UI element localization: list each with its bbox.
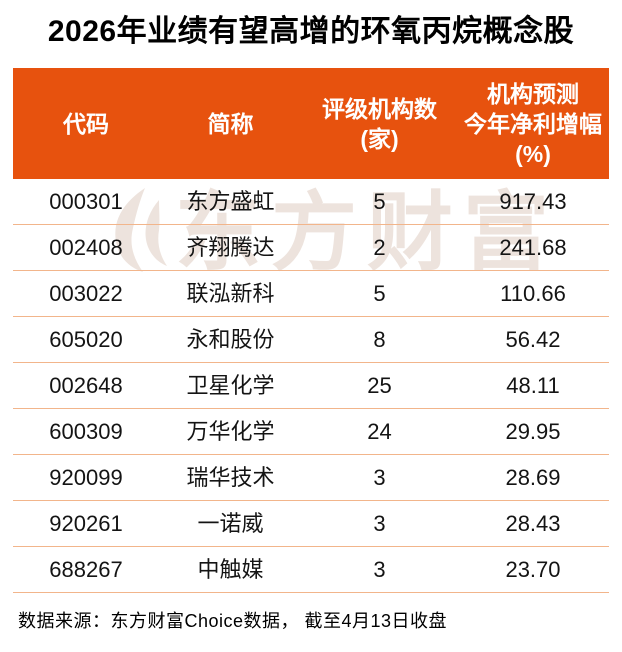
cell-agencies: 3	[373, 464, 386, 490]
cell-code: 605020	[49, 326, 123, 352]
table-row: 688267 中触媒 3 23.70	[13, 547, 609, 593]
table-row: 605020 永和股份 8 56.42	[13, 317, 609, 363]
table-row: 002408 齐翔腾达 2 241.68	[13, 225, 609, 271]
stock-table: 东方财富 代码 简称 评级机构数 (家) 机构预测 今年净利增幅 (%) 000…	[13, 68, 609, 593]
col-header-code: 代码	[63, 110, 109, 137]
table-row: 003022 联泓新科 5 110.66	[13, 271, 609, 317]
cell-growth: 48.11	[506, 372, 560, 398]
cell-code: 003022	[49, 280, 123, 306]
col-header-name: 简称	[207, 110, 254, 137]
data-source-note: 数据来源：东方财富Choice数据， 截至4月13日收盘	[18, 611, 448, 631]
cell-name: 瑞华技术	[186, 464, 275, 490]
cell-growth: 917.43	[499, 188, 567, 214]
cell-code: 920099	[49, 464, 123, 490]
cell-agencies: 2	[373, 234, 386, 260]
table-row: 000301 东方盛虹 5 917.43	[13, 179, 609, 225]
cell-growth: 23.70	[505, 556, 561, 582]
cell-name: 一诺威	[197, 510, 264, 536]
page-title: 2026年业绩有望高增的环氧丙烷概念股	[47, 15, 575, 48]
table-header-row: 代码 简称 评级机构数 (家) 机构预测 今年净利增幅 (%)	[13, 68, 609, 179]
cell-name: 齐翔腾达	[186, 234, 275, 260]
cell-agencies: 3	[373, 556, 386, 582]
col-header-growth: 机构预测 今年净利增幅 (%)	[463, 80, 602, 167]
cell-growth: 241.68	[499, 234, 567, 260]
cell-agencies: 5	[373, 188, 386, 214]
cell-name: 联泓新科	[186, 280, 275, 306]
cell-code: 002408	[49, 234, 123, 260]
col-header-agencies: 评级机构数 (家)	[322, 95, 438, 152]
cell-code: 002648	[49, 372, 123, 398]
table-row: 002648 卫星化学 25 48.11	[13, 363, 609, 409]
table-row: 920099 瑞华技术 3 28.69	[13, 455, 609, 501]
cell-growth: 29.95	[505, 418, 561, 444]
cell-name: 东方盛虹	[186, 188, 275, 214]
cell-name: 万华化学	[186, 418, 275, 444]
cell-growth: 28.43	[505, 510, 561, 536]
cell-agencies: 5	[373, 280, 386, 306]
cell-growth: 110.66	[500, 280, 566, 306]
cell-code: 000301	[49, 188, 123, 214]
cell-agencies: 25	[367, 372, 392, 398]
cell-name: 中触媒	[197, 556, 264, 582]
cell-code: 920261	[49, 510, 123, 536]
cell-code: 688267	[49, 556, 123, 582]
cell-agencies: 8	[373, 326, 386, 352]
cell-agencies: 24	[367, 418, 392, 444]
table-row: 600309 万华化学 24 29.95	[13, 409, 609, 455]
cell-agencies: 3	[373, 510, 386, 536]
cell-growth: 28.69	[505, 464, 561, 490]
cell-name: 永和股份	[186, 326, 275, 352]
cell-code: 600309	[49, 418, 123, 444]
table-row: 920261 一诺威 3 28.43	[13, 501, 609, 547]
cell-growth: 56.42	[505, 326, 561, 352]
cell-name: 卫星化学	[186, 372, 275, 398]
